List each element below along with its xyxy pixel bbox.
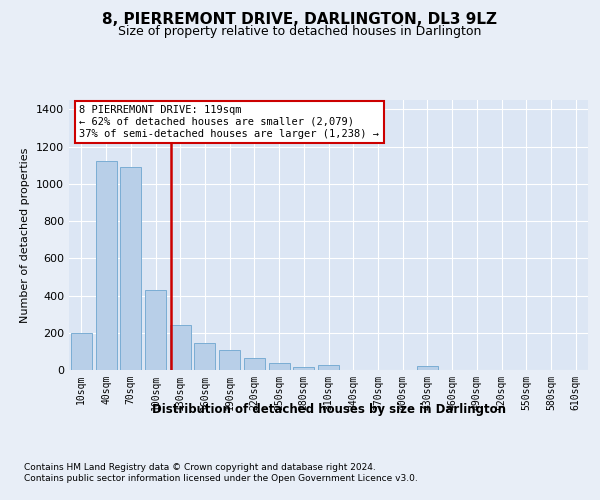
Bar (145, 290, 166, 370)
Text: Distribution of detached houses by size in Darlington: Distribution of detached houses by size … (152, 402, 506, 415)
Text: Contains public sector information licensed under the Open Government Licence v3: Contains public sector information licen… (24, 474, 418, 483)
Bar (293, 367, 314, 370)
Bar (194, 343, 215, 370)
Text: Contains HM Land Registry data © Crown copyright and database right 2024.: Contains HM Land Registry data © Crown c… (24, 462, 376, 471)
Bar (244, 358, 265, 370)
Bar (318, 366, 339, 370)
Bar (269, 362, 290, 370)
Bar (120, 167, 141, 370)
Text: Size of property relative to detached houses in Darlington: Size of property relative to detached ho… (118, 25, 482, 38)
Bar (170, 326, 191, 370)
Y-axis label: Number of detached properties: Number of detached properties (20, 148, 31, 322)
Text: 8, PIERREMONT DRIVE, DARLINGTON, DL3 9LZ: 8, PIERREMONT DRIVE, DARLINGTON, DL3 9LZ (103, 12, 497, 28)
Bar (219, 350, 240, 370)
Text: 8 PIERREMONT DRIVE: 119sqm
← 62% of detached houses are smaller (2,079)
37% of s: 8 PIERREMONT DRIVE: 119sqm ← 62% of deta… (79, 106, 379, 138)
Bar (95, 162, 116, 370)
Bar (71, 333, 92, 370)
Bar (417, 366, 438, 370)
